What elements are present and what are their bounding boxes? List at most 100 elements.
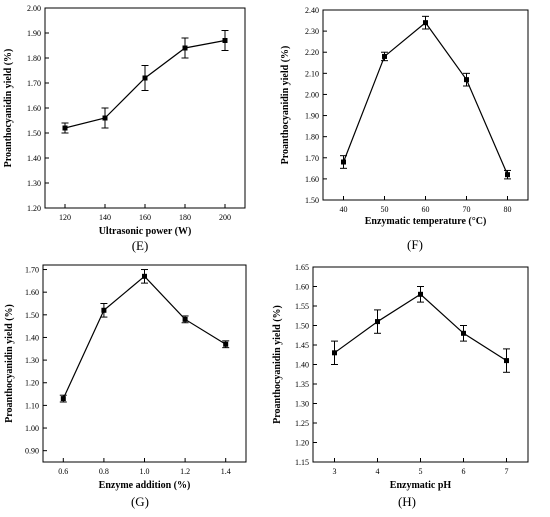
panel-label: (E) [132, 238, 149, 253]
y-tick-label: 0.90 [25, 447, 39, 456]
data-point-marker [142, 273, 147, 279]
y-tick-label: 2.30 [305, 27, 319, 36]
y-tick-label: 1.60 [25, 288, 39, 297]
data-point-marker [182, 45, 188, 51]
x-tick-label: 180 [179, 213, 191, 222]
data-point-marker [464, 77, 469, 83]
x-tick-label: 3 [333, 467, 337, 476]
series-line [342, 21, 509, 175]
data-point-marker [102, 115, 108, 121]
x-tick-label: 5 [419, 467, 423, 476]
data-point-marker [504, 358, 509, 364]
y-axis-label: Proanthocyanidin yield (%) [4, 304, 15, 423]
y-tick-label: 1.80 [305, 133, 319, 142]
y-tick-label: 1.30 [25, 356, 39, 365]
y-tick-label: 1.35 [295, 380, 309, 389]
data-point-marker [62, 125, 68, 131]
data-point-marker [375, 319, 380, 325]
y-tick-label: 1.30 [27, 179, 41, 188]
data-point-marker [60, 396, 66, 402]
x-tick-label: 60 [422, 205, 430, 214]
y-tick-label: 1.10 [25, 401, 39, 410]
y-tick-label: 1.30 [295, 400, 309, 409]
y-tick-label: 1.55 [295, 302, 309, 311]
x-tick-label: 160 [139, 213, 151, 222]
data-point-marker [418, 291, 423, 297]
data-point-marker [505, 172, 510, 178]
y-tick-label: 2.20 [305, 48, 319, 57]
y-tick-label: 1.60 [295, 283, 309, 292]
data-point-marker [182, 316, 188, 322]
data-point-marker [222, 38, 228, 43]
x-axis-label: Ultrasonic power (W) [99, 226, 192, 237]
data-point-marker [341, 159, 346, 165]
y-tick-label: 1.70 [27, 79, 41, 88]
y-tick-label: 1.70 [25, 266, 39, 275]
data-point-marker [382, 53, 387, 59]
data-point-marker [461, 330, 466, 336]
x-axis-label: Enzymatic pH [390, 480, 452, 491]
x-tick-label: 1.2 [180, 467, 190, 476]
x-tick-label: 50 [381, 205, 389, 214]
y-tick-label: 1.60 [305, 175, 319, 184]
x-tick-label: 7 [505, 467, 509, 476]
x-tick-label: 80 [504, 205, 512, 214]
y-tick-label: 1.15 [295, 458, 309, 467]
y-tick-label: 2.00 [305, 90, 319, 99]
x-tick-label: 6 [462, 467, 466, 476]
x-tick-label: 0.6 [58, 467, 68, 476]
panel-label: (F) [407, 237, 423, 252]
plot-frame [42, 264, 247, 463]
y-tick-label: 1.40 [27, 154, 41, 163]
y-tick-label: 1.70 [305, 154, 319, 163]
y-tick-label: 1.50 [27, 129, 41, 138]
x-tick-label: 70 [463, 205, 471, 214]
y-tick-label: 2.10 [305, 69, 319, 78]
x-tick-label: 1.0 [140, 467, 150, 476]
x-axis-label: Enzymatic temperature (°C) [365, 216, 487, 227]
y-tick-label: 1.50 [295, 322, 309, 331]
panel-label: (H) [398, 494, 416, 509]
x-tick-label: 120 [59, 213, 71, 222]
data-point-marker [332, 350, 337, 356]
data-point-marker [142, 75, 148, 81]
data-point-marker [423, 20, 428, 26]
y-tick-label: 1.40 [295, 361, 309, 370]
data-point-marker [223, 341, 229, 347]
y-tick-label: 1.50 [25, 311, 39, 320]
series-line [334, 293, 507, 362]
chart-panel-g: 0.90 1.00 1.10 1.20 1.30 1.40 1.50 1.60 1.70 0.6 0… [4, 264, 247, 509]
x-axis-label: Enzyme addition (%) [99, 480, 191, 491]
y-tick-label: 1.40 [25, 333, 39, 342]
x-tick-label: 1.4 [221, 467, 231, 476]
data-point-marker [101, 307, 107, 313]
y-axis-label: Proanthocyanidin yield (%) [272, 305, 283, 424]
y-tick-label: 1.60 [27, 104, 41, 113]
x-tick-label: 0.8 [99, 467, 109, 476]
y-axis-label: Proanthocyanidin yield (%) [280, 46, 291, 165]
x-tick-label: 140 [99, 213, 111, 222]
y-axis-label: Proanthocyanidin yield (%) [3, 49, 14, 168]
chart-panel-f: 1.50 1.60 1.70 1.80 1.90 2.00 2.10 2.20 2.30 2.40… [280, 6, 529, 252]
y-tick-label: 1.00 [25, 424, 39, 433]
x-tick-label: 40 [340, 205, 348, 214]
plot-frame [322, 9, 529, 201]
chart-panel-e: 1.20 1.30 1.40 1.50 1.60 1.70 1.80 1.90 2.00 120 1… [3, 4, 246, 253]
y-tick-label: 1.20 [25, 379, 39, 388]
y-tick-label: 1.20 [27, 204, 41, 213]
y-tick-label: 1.25 [295, 419, 309, 428]
panel-label: (G) [131, 494, 149, 509]
y-tick-label: 1.90 [305, 112, 319, 121]
y-tick-label: 1.20 [295, 439, 309, 448]
y-tick-label: 2.00 [27, 4, 41, 13]
y-tick-label: 1.45 [295, 341, 309, 350]
y-tick-label: 1.50 [305, 196, 319, 205]
x-tick-label: 200 [219, 213, 231, 222]
chart-panel-h: 1.15 1.20 1.25 1.30 1.35 1.40 1.45 1.50 1.55 1.60… [272, 263, 529, 509]
y-tick-label: 1.80 [27, 54, 41, 63]
y-tick-label: 2.40 [305, 6, 319, 15]
plot-frame [44, 7, 246, 209]
series-line [62, 275, 227, 399]
y-tick-label: 1.65 [295, 263, 309, 272]
